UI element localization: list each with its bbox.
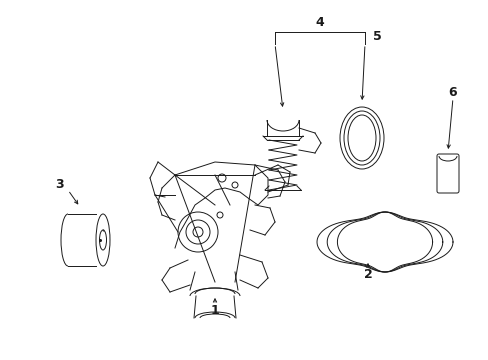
Text: 1: 1 <box>210 303 219 316</box>
Text: 4: 4 <box>315 15 324 28</box>
Text: 3: 3 <box>56 179 64 192</box>
Text: 2: 2 <box>363 269 372 282</box>
Text: 6: 6 <box>448 85 456 99</box>
Text: 5: 5 <box>372 31 381 44</box>
